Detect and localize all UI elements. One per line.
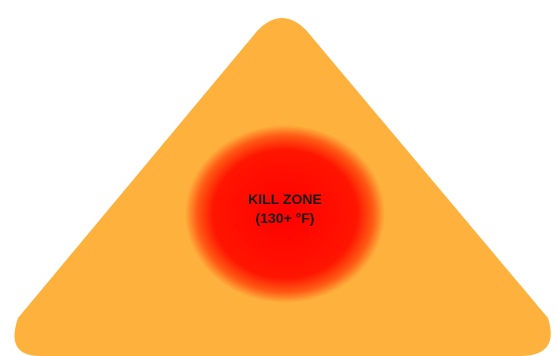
- kill-zone-label: KILL ZONE (130+ °F): [185, 190, 385, 228]
- kill-zone-circle: [185, 125, 385, 303]
- kill-zone-temperature: (130+ °F): [255, 210, 315, 226]
- kill-zone-title: KILL ZONE: [248, 191, 322, 207]
